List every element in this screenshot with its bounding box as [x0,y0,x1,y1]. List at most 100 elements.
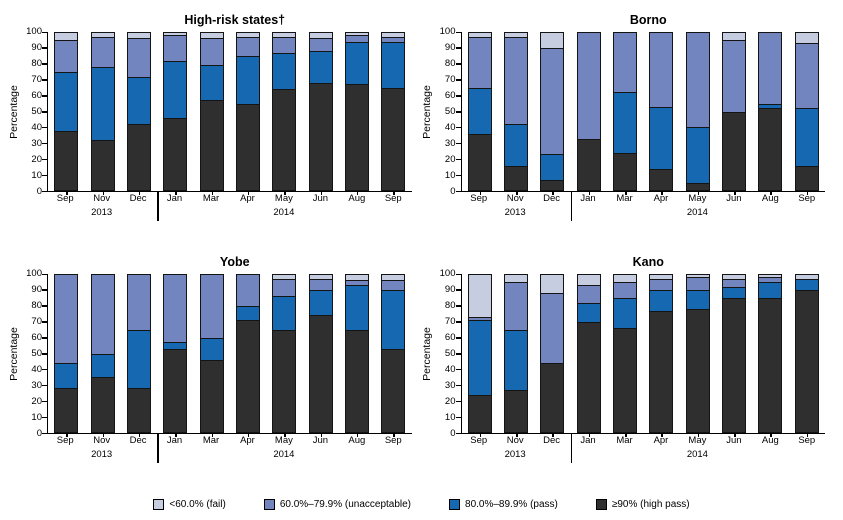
bar-segment [794,165,819,191]
year-divider [157,191,159,221]
x-tick-label: Sep [470,435,488,446]
x-tick [479,191,482,195]
bar-segment [199,274,224,338]
x-tick-label: Jan [166,193,183,204]
bar-segment [235,274,260,306]
plot-area [455,31,825,221]
stacked-bar [794,32,819,191]
y-tick-label: 10 [31,412,42,423]
y-tick [455,174,462,177]
stacked-bar [576,274,601,433]
bar-segment [685,308,710,433]
plot-area [42,31,412,221]
y-tick [42,174,48,177]
stacked-bar [722,274,747,433]
stacked-bar [649,32,674,191]
y-tick-label: 30 [31,380,42,391]
y-tick-label: 80 [31,300,42,311]
legend-swatch-pass [449,498,461,510]
x-tick [66,433,68,437]
chart-title: Yobe [219,255,250,269]
legend-swatch-fail [153,498,165,510]
bar-segment [381,280,406,290]
y-tick-label: 0 [36,428,42,439]
x-tick-label: Apr [653,193,669,204]
x-tick-label: Jan [580,435,596,446]
y-tick-label: 30 [444,380,456,391]
bar-segment [235,103,260,191]
bar-segment [308,82,333,191]
bar-segment [54,39,79,72]
y-axis: 0 10 20 30 40 50 60 70 80 90 100 [21,27,47,197]
year-divider [570,433,573,463]
year-label: 2013 [504,207,526,218]
chart-body: Percentage 0 10 20 30 40 50 60 70 80 90 100 [420,27,834,221]
x-tick [552,191,554,195]
x-tick [356,433,359,437]
stacked-bar [504,32,528,191]
bar-segment [199,32,224,39]
y-tick [42,126,48,129]
x-tick [697,191,700,195]
y-tick-label: 100 [439,268,456,279]
stacked-bar [381,274,406,433]
bar-segment [126,76,151,125]
x-tick-label: May [688,435,707,446]
bar-segment [126,124,151,191]
x-tick-label: Sep [798,193,816,204]
bar-segment [90,274,115,354]
stacked-bar [381,32,406,191]
bar-segment [576,285,601,303]
bar-segment [163,348,188,433]
x-tick-label: May [688,193,707,204]
y-tick-label: 10 [444,170,456,181]
y-axis: 0 10 20 30 40 50 60 70 80 90 100 [435,269,461,439]
x-tick [175,433,177,437]
y-tick-label: 80 [444,58,456,69]
y-tick-label: 40 [31,122,42,133]
bar-segment [381,41,406,88]
x-tick [625,191,627,195]
y-tick-label: 70 [444,316,456,327]
bar-segment [90,353,115,378]
bar-segment [308,289,333,316]
bar-segment [90,36,115,67]
x-tick-label: Nov [93,435,111,446]
x-tick [247,191,250,195]
bar-segment [794,32,819,44]
chart-title: Kano [632,255,664,269]
bar-segment [758,297,783,433]
x-tick [247,433,250,437]
bar-segment [272,52,297,90]
year-divider [157,433,159,463]
bar-segment [794,108,819,166]
y-tick-label: 60 [31,90,42,101]
bar-segment [54,71,79,131]
stacked-bar [199,274,224,433]
y-tick [455,111,462,113]
bar-segment [467,394,492,433]
x-tick [320,191,323,195]
bar-segment [467,32,492,37]
chart-panel-borno: Borno Percentage 0 10 20 30 40 50 60 70 80 90 100 … [420,6,834,248]
x-tick-label: Aug [348,435,366,446]
y-tick-label: 100 [26,268,42,279]
y-tick [42,305,48,307]
bar-segment [576,302,601,322]
stacked-bar [685,274,710,433]
bar-segment [722,297,747,433]
stacked-bar [163,274,188,433]
y-tick [455,273,462,275]
y-tick [455,384,462,387]
stacked-bar [576,32,601,191]
bar-segment [199,38,224,66]
bar-segment [758,281,783,298]
stacked-bar [90,274,115,433]
legend-item-fail: <60.0% (fail) [153,498,226,510]
bar-segment [344,285,369,330]
y-tick [42,79,48,81]
y-tick [42,158,48,161]
y-tick-label: 60 [444,332,456,343]
legend-item-pass: 80.0%–89.9% (pass) [449,498,558,510]
y-tick-label: 70 [444,74,456,85]
